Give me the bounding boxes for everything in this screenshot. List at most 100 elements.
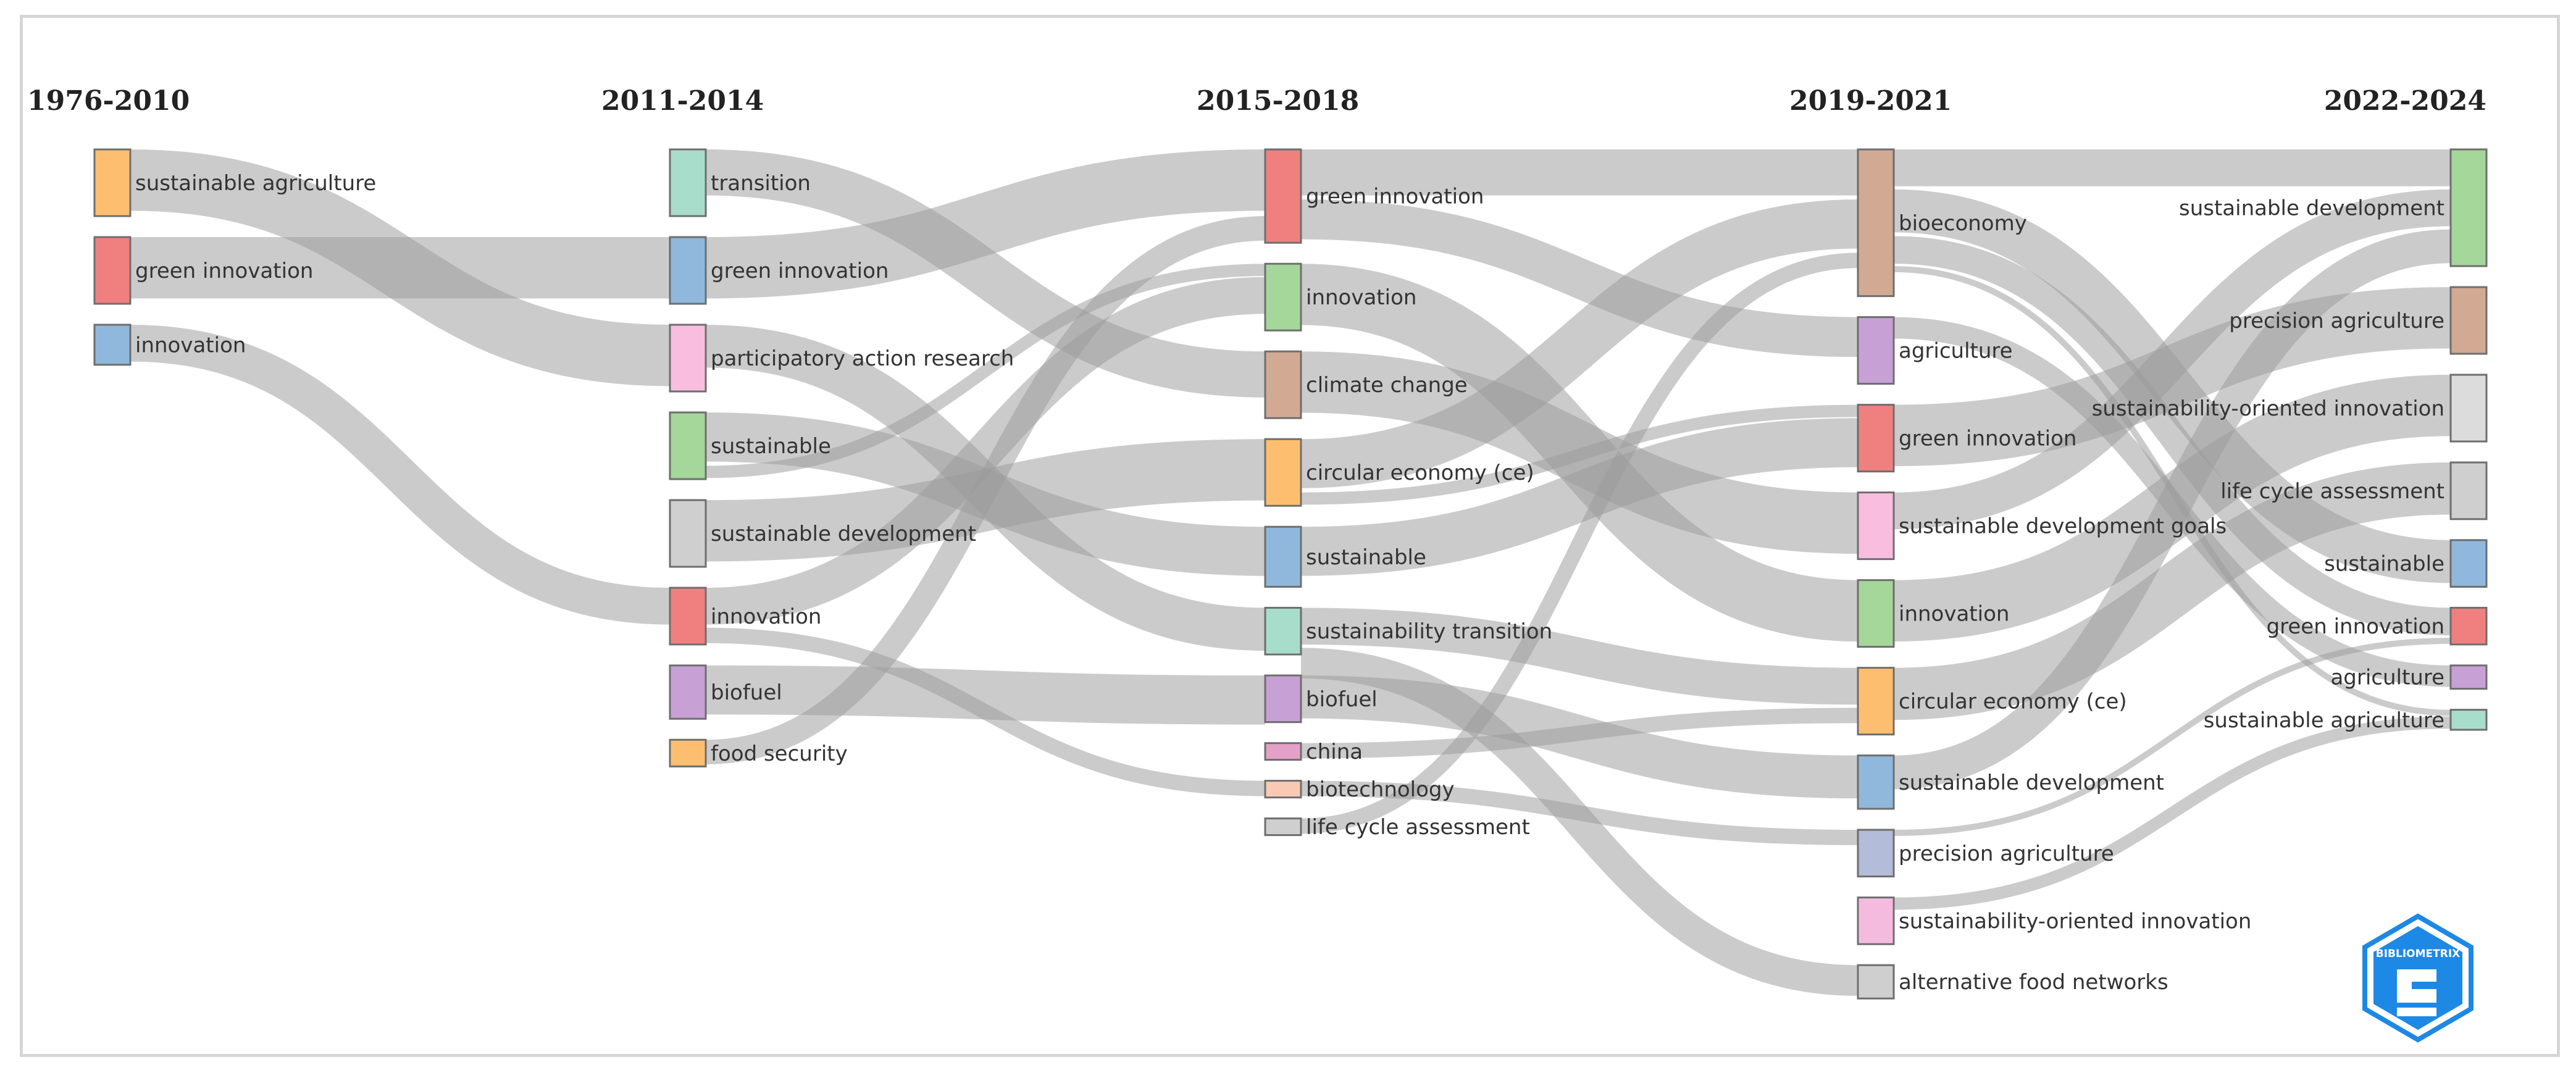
- node-p2_lca[interactable]: [1264, 817, 1302, 837]
- node-p0_innovation[interactable]: [93, 324, 132, 366]
- label-p1_food_security: food security: [711, 742, 848, 766]
- node-p0_green_innovation[interactable]: [93, 236, 132, 305]
- label-p2_innovation: innovation: [1306, 285, 1416, 310]
- node-p1_biofuel[interactable]: [669, 664, 707, 720]
- node-p0_sustainable_agriculture[interactable]: [93, 148, 132, 217]
- label-p0_green_innovation: green innovation: [135, 259, 313, 283]
- flow-p3_sdg-to-p4_sustainable_development[interactable]: [1893, 189, 2451, 530]
- label-p4_green_innovation: green innovation: [2267, 614, 2444, 639]
- label-p3_agriculture: agriculture: [1899, 339, 2013, 364]
- flow-p3_precision_agriculture-to-p4_green_innovation[interactable]: [1893, 638, 2451, 836]
- label-p2_circular_economy: circular economy (ce): [1306, 461, 1534, 485]
- node-p3_innovation[interactable]: [1857, 579, 1895, 648]
- node-p2_sustainability_transition[interactable]: [1264, 606, 1302, 656]
- node-p1_sustainable[interactable]: [669, 411, 707, 480]
- label-p3_circular_economy: circular economy (ce): [1899, 690, 2127, 714]
- node-p1_innovation[interactable]: [669, 587, 707, 646]
- node-p3_sustainable_development[interactable]: [1857, 754, 1895, 810]
- node-p4_lca[interactable]: [2449, 461, 2488, 520]
- period-header-0: 1976-2010: [27, 85, 190, 117]
- label-p2_climate_change: climate change: [1306, 373, 1468, 398]
- label-p1_participatory: participatory action research: [711, 346, 1014, 371]
- node-p3_afn[interactable]: [1857, 964, 1895, 1000]
- node-p2_biotechnology[interactable]: [1264, 780, 1302, 799]
- period-header-2: 2015-2018: [1197, 85, 1359, 117]
- node-p2_biofuel[interactable]: [1264, 674, 1302, 724]
- node-p1_participatory[interactable]: [669, 324, 707, 393]
- label-p3_bioeconomy: bioeconomy: [1899, 211, 2027, 236]
- label-p2_china: china: [1306, 740, 1363, 764]
- node-p1_green_innovation[interactable]: [669, 236, 707, 305]
- label-p3_innovation: innovation: [1899, 602, 2009, 627]
- node-p1_transition[interactable]: [669, 148, 707, 217]
- label-p1_sustainable_development: sustainable development: [711, 522, 976, 546]
- bibliometrix-logo: BIBLIOMETRIX: [2362, 913, 2474, 1043]
- flow-p1_food_security-to-p2_green_innovation[interactable]: [705, 216, 1266, 764]
- node-p1_food_security[interactable]: [669, 738, 707, 767]
- node-p2_china[interactable]: [1264, 742, 1302, 761]
- flow-p1_biofuel-to-p2_biofuel[interactable]: [705, 665, 1266, 725]
- label-p2_biofuel: biofuel: [1306, 687, 1378, 712]
- period-header-3: 2019-2021: [1789, 85, 1952, 117]
- label-p3_soi: sustainability-oriented innovation: [1899, 909, 2251, 934]
- period-headers: 1976-2010 2011-2014 2015-2018 2019-2021 2022…: [27, 85, 2486, 117]
- label-p4_sustainable_agriculture: sustainable agriculture: [2204, 708, 2444, 733]
- label-p0_innovation: innovation: [135, 333, 246, 357]
- node-p3_agriculture[interactable]: [1857, 316, 1895, 385]
- flow-p2_circular_economy-to-p3_bioeconomy[interactable]: [1300, 199, 1859, 488]
- node-p2_sustainable[interactable]: [1264, 525, 1302, 588]
- node-p2_circular_economy[interactable]: [1264, 438, 1302, 507]
- label-p3_sustainable_development: sustainable development: [1899, 771, 2164, 795]
- label-p4_soi: sustainability-oriented innovation: [2092, 396, 2444, 421]
- flow-p2_sustainability_transition-to-p3_circular_economy[interactable]: [1300, 608, 1859, 705]
- label-p3_sdg: sustainable development goals: [1899, 514, 2227, 539]
- flow-p1_innovation-to-p2_innovation[interactable]: [705, 277, 1266, 625]
- flow-p1_sustainable-to-p2_innovation[interactable]: [705, 264, 1266, 478]
- label-p0_sustainable_agriculture: sustainable agriculture: [135, 171, 376, 196]
- node-p4_green_innovation[interactable]: [2449, 606, 2488, 646]
- node-p3_precision_agriculture[interactable]: [1857, 829, 1895, 878]
- label-p3_green_innovation: green innovation: [1899, 427, 2076, 451]
- label-p3_afn: alternative food networks: [1899, 970, 2168, 995]
- flow-p0_innovation-to-p1_innovation[interactable]: [130, 325, 671, 625]
- label-p3_precision_agriculture: precision agriculture: [1899, 842, 2114, 866]
- flows-layer: [130, 149, 2451, 996]
- node-p3_green_innovation[interactable]: [1857, 404, 1895, 473]
- node-p3_soi[interactable]: [1857, 896, 1895, 945]
- node-p3_circular_economy[interactable]: [1857, 667, 1895, 736]
- flow-p2_china-to-p3_circular_economy[interactable]: [1300, 708, 1859, 759]
- logo-text: BIBLIOMETRIX: [2376, 948, 2461, 960]
- label-p1_green_innovation: green innovation: [711, 259, 889, 283]
- flow-p2_sustainable-to-p3_green_innovation[interactable]: [1300, 418, 1859, 576]
- node-p3_bioeconomy[interactable]: [1857, 148, 1895, 298]
- flow-p2_green_innovation-to-p3_agriculture[interactable]: [1300, 199, 1859, 357]
- node-p4_precision_agriculture[interactable]: [2449, 286, 2488, 355]
- node-p4_sustainable[interactable]: [2449, 539, 2488, 588]
- node-p4_soi[interactable]: [2449, 374, 2488, 443]
- label-p4_agriculture: agriculture: [2330, 666, 2444, 690]
- period-header-4: 2022-2024: [2324, 85, 2486, 117]
- label-p1_sustainable: sustainable: [711, 434, 831, 459]
- node-p3_sdg[interactable]: [1857, 491, 1895, 561]
- label-p2_lca: life cycle assessment: [1306, 815, 1530, 840]
- flow-p1_transition-to-p2_climate_change[interactable]: [705, 149, 1266, 398]
- label-p1_biofuel: biofuel: [711, 680, 782, 705]
- node-p2_climate_change[interactable]: [1264, 350, 1302, 419]
- node-p2_innovation[interactable]: [1264, 262, 1302, 332]
- node-p4_sustainable_development[interactable]: [2449, 148, 2488, 267]
- label-p2_sustainable: sustainable: [1306, 545, 1426, 570]
- node-p1_sustainable_development[interactable]: [669, 499, 707, 568]
- node-p4_agriculture[interactable]: [2449, 664, 2488, 690]
- flow-p3_bioeconomy-to-p4_green_innovation[interactable]: [1893, 236, 2451, 636]
- label-p4_sustainable: sustainable: [2324, 552, 2444, 577]
- flow-p3_soi-to-p4_sustainable_agriculture[interactable]: [1893, 716, 2451, 910]
- node-p4_sustainable_agriculture[interactable]: [2449, 709, 2488, 731]
- flow-p2_circular_economy-to-p3_green_innovation[interactable]: [1300, 404, 1859, 505]
- period-header-1: 2011-2014: [601, 85, 764, 117]
- flow-p2_lca-to-p3_bioeconomy[interactable]: [1300, 253, 1859, 834]
- flow-p1_green_innovation-to-p2_green_innovation[interactable]: [705, 149, 1266, 299]
- label-p1_innovation: innovation: [711, 604, 821, 629]
- node-p2_green_innovation[interactable]: [1264, 148, 1302, 244]
- flow-p3_circular_economy-to-p4_lca[interactable]: [1893, 462, 2451, 721]
- flow-p3_sustainable_development-to-p4_sustainable_development[interactable]: [1893, 229, 2451, 790]
